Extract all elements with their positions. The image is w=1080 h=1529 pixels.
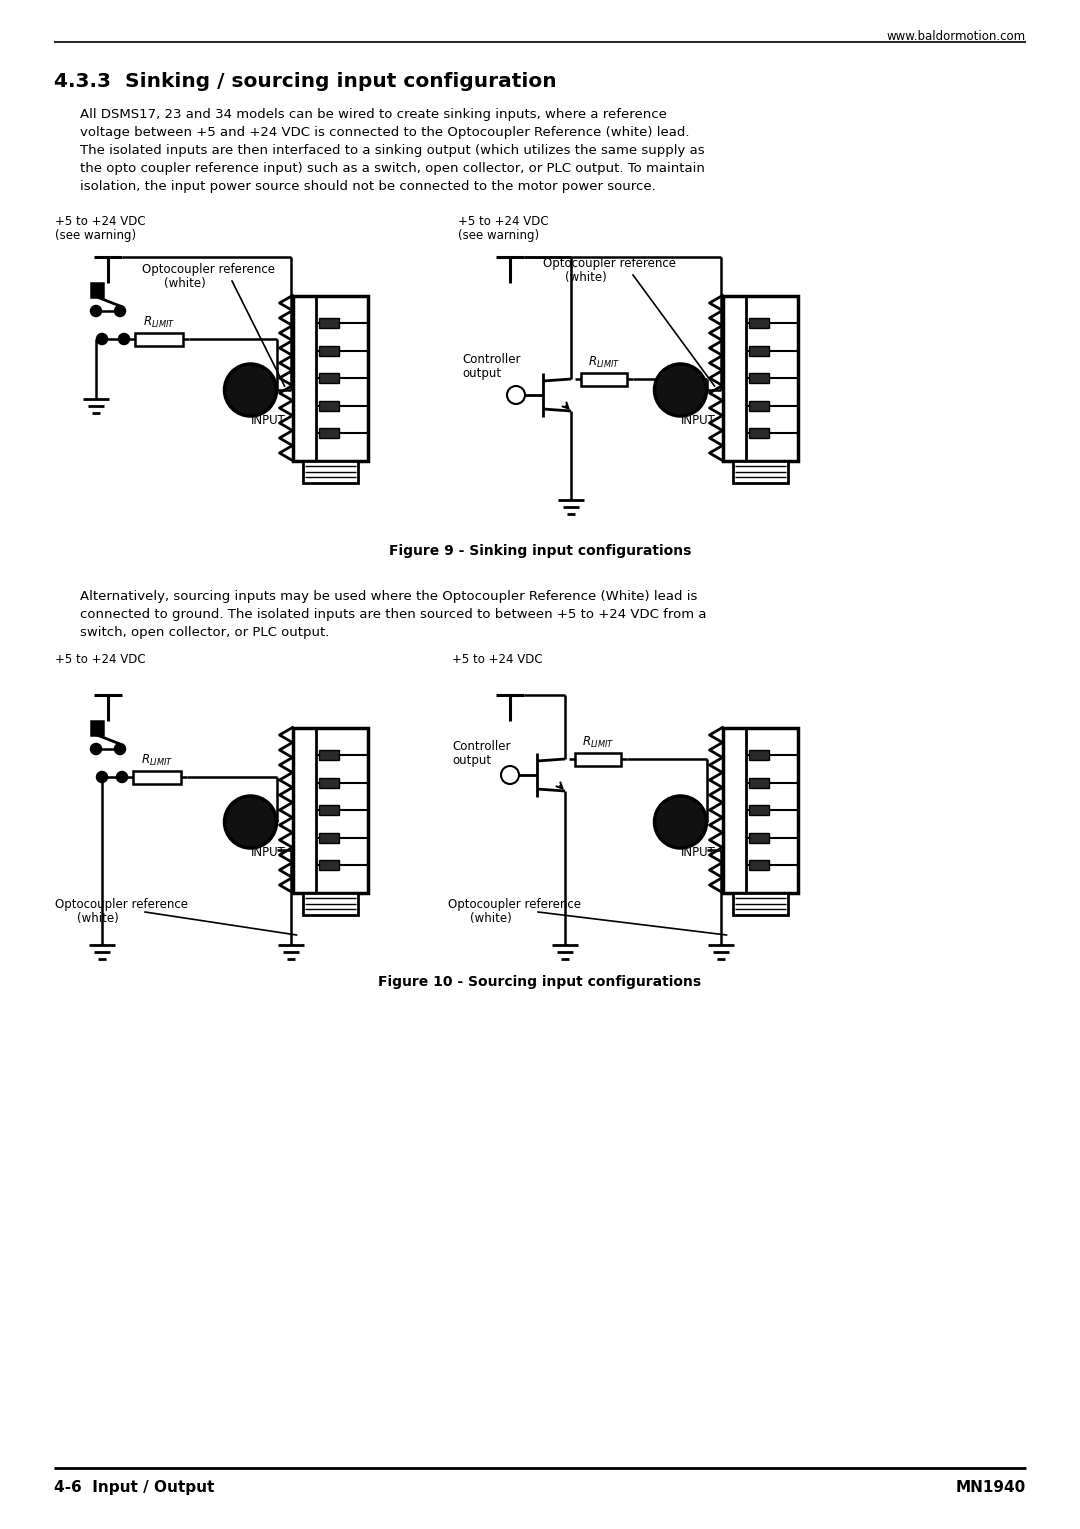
Circle shape [117,772,127,781]
Text: connected to ground. The isolated inputs are then sourced to between +5 to +24 V: connected to ground. The isolated inputs… [80,609,706,621]
Text: INPUT: INPUT [680,414,715,427]
Text: $R_{LIMIT}$: $R_{LIMIT}$ [140,752,173,768]
Text: Controller: Controller [462,353,521,365]
Text: (see warning): (see warning) [458,229,539,242]
Bar [748,804,769,815]
Bar [748,346,769,356]
Text: $R_{LIMIT}$: $R_{LIMIT}$ [582,734,615,749]
Bar [319,373,338,382]
Bar [319,318,338,329]
Bar [732,893,787,914]
Text: output: output [462,367,501,381]
Text: MN1940: MN1940 [956,1480,1026,1495]
Bar [732,460,787,483]
Text: +5 to +24 VDC: +5 to +24 VDC [453,653,542,667]
Circle shape [91,306,102,317]
Text: INPUT: INPUT [680,846,715,859]
Circle shape [114,306,125,317]
Bar [302,893,357,914]
Text: output: output [453,754,491,768]
Text: All DSMS17, 23 and 34 models can be wired to create sinking inputs, where a refe: All DSMS17, 23 and 34 models can be wire… [80,109,666,121]
Circle shape [501,766,519,784]
Text: Optocoupler reference: Optocoupler reference [543,257,676,271]
Text: Controller: Controller [453,740,511,752]
Text: voltage between +5 and +24 VDC is connected to the Optocoupler Reference (white): voltage between +5 and +24 VDC is connec… [80,125,689,139]
Bar [723,728,797,893]
Bar [723,295,797,460]
Text: Optocoupler reference: Optocoupler reference [141,263,275,277]
Text: Optocoupler reference: Optocoupler reference [448,898,581,911]
Bar [748,832,769,842]
Bar [748,318,769,329]
Bar [581,373,627,385]
Bar [319,804,338,815]
Bar [319,346,338,356]
Text: Alternatively, sourcing inputs may be used where the Optocoupler Reference (Whit: Alternatively, sourcing inputs may be us… [80,590,698,602]
Bar [319,778,338,787]
Circle shape [654,797,706,849]
Bar [319,751,338,760]
Bar [319,428,338,437]
Bar [293,728,367,893]
Bar [319,401,338,410]
Text: (see warning): (see warning) [55,229,136,242]
Bar [91,722,103,735]
Text: the opto coupler reference input) such as a switch, open collector, or PLC outpu: the opto coupler reference input) such a… [80,162,705,174]
Circle shape [97,772,107,781]
Bar [748,401,769,410]
Text: 4-6  Input / Output: 4-6 Input / Output [54,1480,214,1495]
Circle shape [507,385,525,404]
Text: The isolated inputs are then interfaced to a sinking output (which utilizes the : The isolated inputs are then interfaced … [80,144,704,157]
Text: (white): (white) [470,911,512,925]
Text: $R_{LIMIT}$: $R_{LIMIT}$ [588,355,620,370]
Bar [133,771,181,783]
Text: (white): (white) [77,911,119,925]
Bar [748,778,769,787]
Bar [748,751,769,760]
Text: (white): (white) [164,277,206,291]
Text: INPUT: INPUT [251,414,285,427]
Bar [319,832,338,842]
Bar [748,859,769,870]
Bar [575,752,621,766]
Bar [91,283,103,297]
Circle shape [225,364,276,416]
Circle shape [119,333,129,344]
Bar [748,428,769,437]
Text: +5 to +24 VDC: +5 to +24 VDC [55,653,146,667]
Circle shape [91,745,102,754]
Circle shape [114,745,125,754]
Circle shape [225,797,276,849]
Bar [293,295,367,460]
Text: INPUT: INPUT [251,846,285,859]
Text: +5 to +24 VDC: +5 to +24 VDC [55,216,146,228]
Text: $R_{LIMIT}$: $R_{LIMIT}$ [143,315,175,330]
Text: switch, open collector, or PLC output.: switch, open collector, or PLC output. [80,625,329,639]
Text: Optocoupler reference: Optocoupler reference [55,898,188,911]
Text: Figure 10 - Sourcing input configurations: Figure 10 - Sourcing input configuration… [378,976,702,989]
Text: isolation, the input power source should not be connected to the motor power sou: isolation, the input power source should… [80,180,656,193]
Text: Figure 9 - Sinking input configurations: Figure 9 - Sinking input configurations [389,544,691,558]
Text: www.baldormotion.com: www.baldormotion.com [887,31,1026,43]
Text: (white): (white) [565,271,607,284]
Text: 4.3.3  Sinking / sourcing input configuration: 4.3.3 Sinking / sourcing input configura… [54,72,556,92]
Bar [319,859,338,870]
Circle shape [97,333,107,344]
Text: +5 to +24 VDC: +5 to +24 VDC [458,216,549,228]
Bar [748,373,769,382]
Circle shape [654,364,706,416]
Bar [302,460,357,483]
Bar [135,332,183,346]
